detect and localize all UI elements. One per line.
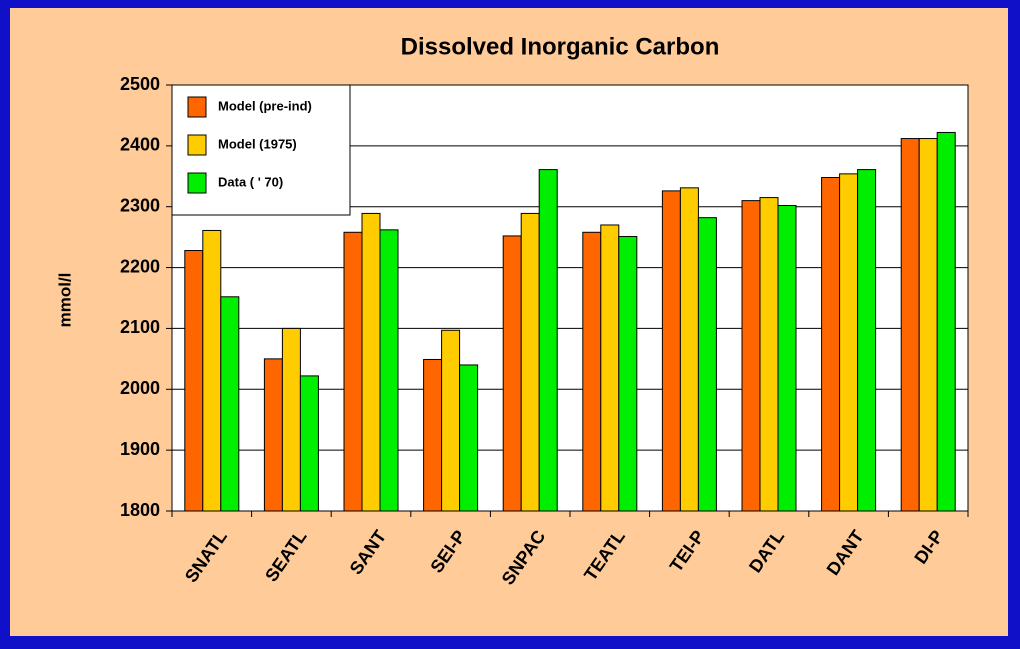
legend-label: Model (pre-ind) bbox=[218, 98, 312, 113]
bar bbox=[679, 187, 699, 512]
bar bbox=[202, 229, 222, 512]
bar bbox=[281, 327, 301, 512]
bar bbox=[661, 190, 681, 512]
bar bbox=[600, 224, 620, 512]
y-tick-label: 1800 bbox=[120, 500, 160, 520]
bar bbox=[538, 169, 558, 512]
legend-swatch bbox=[187, 96, 207, 118]
bar bbox=[441, 329, 461, 512]
legend-label: Model (1975) bbox=[218, 136, 297, 151]
y-tick-label: 2100 bbox=[120, 317, 160, 337]
bar bbox=[918, 138, 938, 512]
bar bbox=[459, 364, 479, 512]
bar bbox=[759, 197, 779, 512]
bar bbox=[582, 231, 602, 512]
bar bbox=[936, 131, 956, 512]
bar bbox=[777, 204, 797, 512]
bar bbox=[299, 375, 319, 512]
bar bbox=[857, 169, 877, 512]
bar bbox=[839, 173, 859, 512]
legend-swatch bbox=[187, 172, 207, 194]
bar bbox=[423, 358, 443, 512]
bar bbox=[900, 138, 920, 512]
y-tick-label: 1900 bbox=[120, 439, 160, 459]
bar bbox=[379, 229, 399, 512]
bar bbox=[361, 212, 381, 512]
bar bbox=[263, 358, 283, 512]
y-tick-label: 2000 bbox=[120, 378, 160, 398]
bar bbox=[343, 231, 363, 512]
bar bbox=[618, 236, 638, 512]
y-tick-label: 2400 bbox=[120, 135, 160, 155]
bar bbox=[502, 235, 522, 512]
bar bbox=[184, 250, 204, 512]
bar bbox=[520, 212, 540, 512]
chart-title: Dissolved Inorganic Carbon bbox=[401, 33, 720, 60]
bar bbox=[821, 177, 841, 512]
bar bbox=[220, 296, 240, 512]
bar bbox=[697, 217, 717, 512]
legend-swatch bbox=[187, 134, 207, 156]
y-tick-label: 2300 bbox=[120, 195, 160, 215]
y-axis-label: mmol/l bbox=[55, 273, 74, 328]
legend-label: Data ( ' 70) bbox=[218, 174, 283, 189]
y-tick-label: 2200 bbox=[120, 256, 160, 276]
y-tick-label: 2500 bbox=[120, 74, 160, 94]
bar bbox=[741, 200, 761, 512]
